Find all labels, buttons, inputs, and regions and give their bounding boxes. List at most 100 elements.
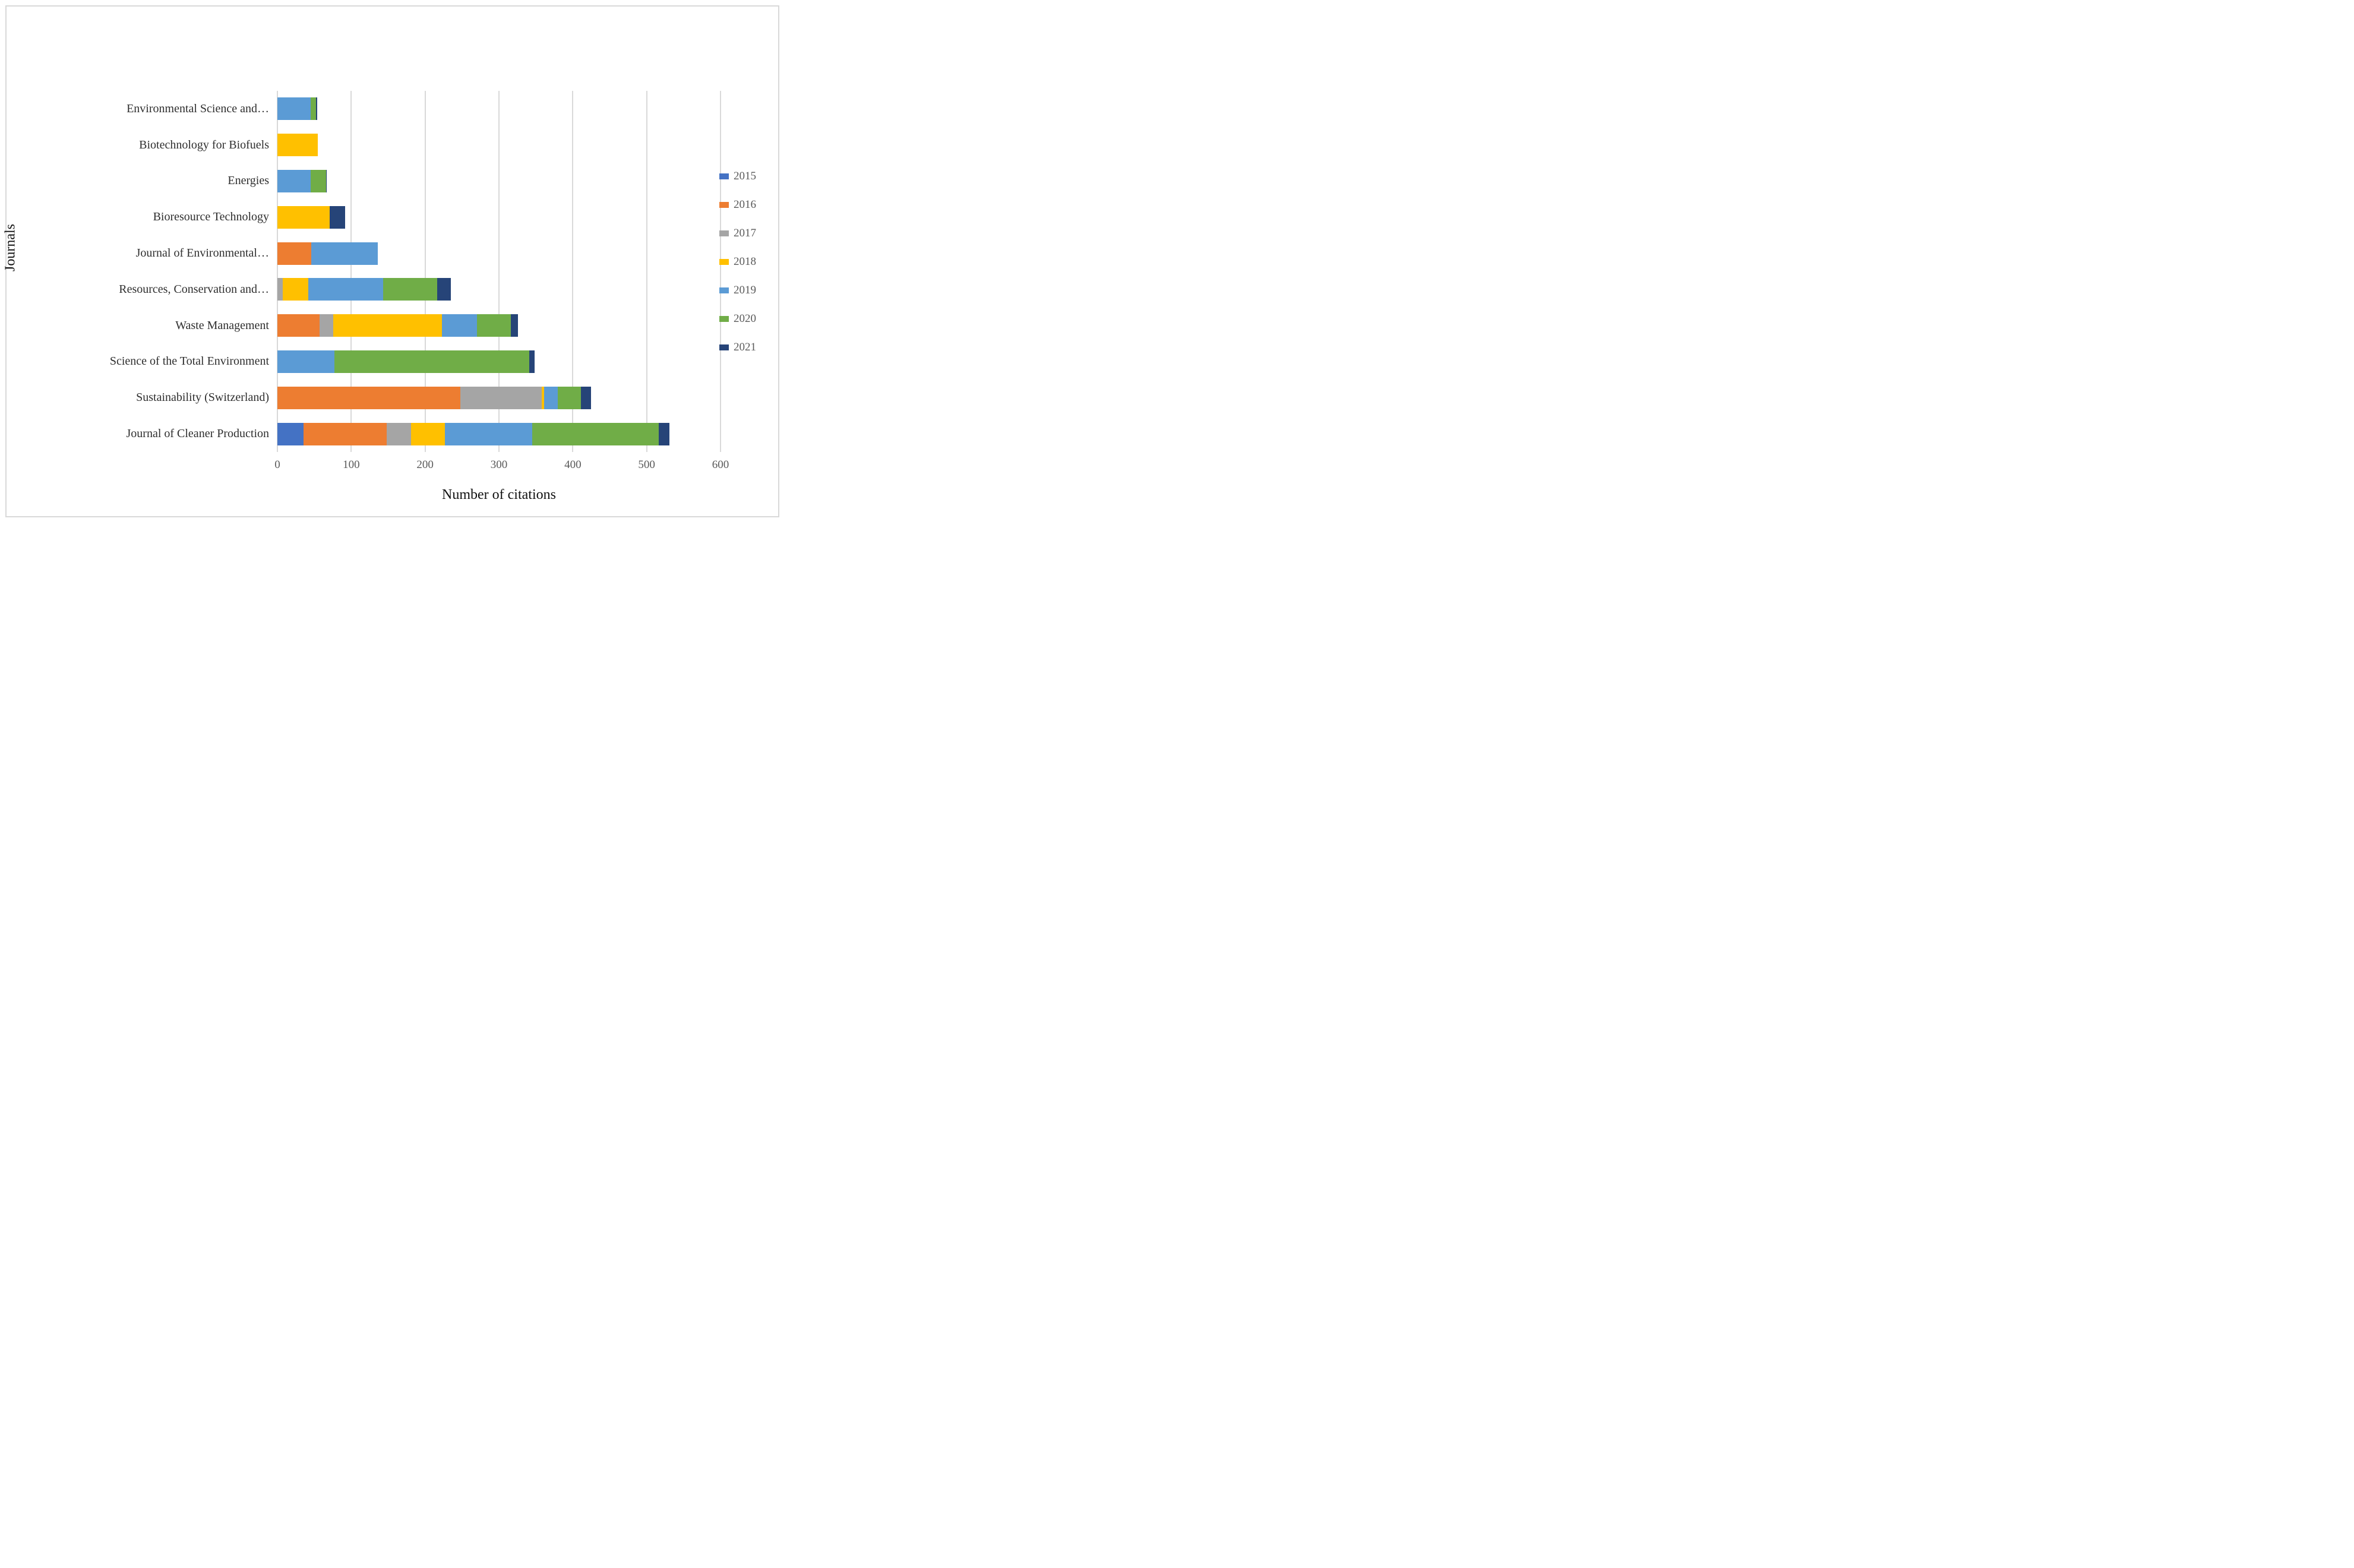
bar-segment-2016 (277, 242, 312, 265)
bar-segment-2021 (580, 386, 592, 409)
gridline-500 (646, 91, 647, 452)
category-label: Biotechnology for Biofuels (139, 138, 269, 151)
bar-segment-2017 (277, 278, 283, 301)
gridline-600 (720, 91, 721, 452)
bar-segment-2020 (310, 169, 327, 192)
y-axis-title: Journals (2, 224, 18, 271)
bar-segment-2021 (658, 422, 670, 445)
x-axis-title: Number of citations (442, 487, 556, 502)
stacked-bar (277, 422, 670, 445)
bar-rows (277, 91, 721, 452)
legend-label-2021: 2021 (734, 341, 756, 353)
legend-label-2015: 2015 (734, 170, 756, 182)
stacked-bar (277, 314, 519, 337)
bar-segment-2020 (310, 97, 316, 121)
legend-label-2020: 2020 (734, 312, 756, 325)
bar-row (277, 416, 721, 452)
legend-item-2015: 2015 (719, 162, 756, 191)
bar-segment-2020 (383, 278, 437, 301)
x-tick-200: 200 (416, 459, 434, 471)
bar-segment-2021 (330, 206, 346, 229)
bar-row (277, 235, 721, 271)
bar-segment-2017 (319, 314, 334, 337)
bar-segment-2019 (277, 350, 334, 373)
legend-swatch-2016 (719, 202, 729, 208)
legend-label-2019: 2019 (734, 284, 756, 296)
legend-item-2019: 2019 (719, 276, 756, 305)
bar-segment-2019 (445, 422, 532, 445)
stacked-bar (277, 278, 451, 301)
category-label: Environmental Science and… (127, 102, 269, 115)
bar-segment-2018 (282, 278, 309, 301)
plot-area (277, 91, 721, 452)
legend-item-2020: 2020 (719, 305, 756, 333)
bar-segment-2018 (411, 422, 445, 445)
bar-segment-2017 (387, 422, 412, 445)
legend-swatch-2020 (719, 316, 729, 322)
bar-segment-2019 (277, 97, 311, 121)
legend-swatch-2019 (719, 287, 729, 293)
legend-swatch-2021 (719, 344, 729, 350)
gridline-200 (424, 91, 426, 452)
category-label: Bioresource Technology (153, 210, 269, 224)
stacked-bar (277, 97, 318, 121)
x-tick-0: 0 (274, 459, 280, 471)
bar-segment-2015 (277, 422, 304, 445)
gridline-400 (572, 91, 574, 452)
legend: 2015 2016 2017 2018 2019 2020 2021 (719, 162, 756, 362)
x-tick-600: 600 (712, 459, 729, 471)
bar-segment-2017 (460, 386, 542, 409)
legend-item-2018: 2018 (719, 248, 756, 276)
category-label: Journal of Cleaner Production (126, 427, 270, 441)
stacked-bar (277, 242, 378, 265)
x-tick-100: 100 (343, 459, 360, 471)
legend-label-2018: 2018 (734, 255, 756, 268)
bar-segment-2019 (442, 314, 477, 337)
stacked-bar (277, 350, 535, 373)
bar-row (277, 199, 721, 235)
bar-segment-2020 (334, 350, 529, 373)
legend-label-2017: 2017 (734, 227, 756, 239)
bar-segment-2021 (510, 314, 519, 337)
bar-segment-2016 (303, 422, 387, 445)
x-tick-500: 500 (638, 459, 655, 471)
legend-swatch-2018 (719, 259, 729, 265)
bar-segment-2018 (277, 134, 318, 157)
legend-item-2021: 2021 (719, 333, 756, 362)
bar-segment-2019 (308, 278, 383, 301)
category-label: Journal of Environmental… (135, 246, 269, 260)
bar-segment-2018 (277, 206, 330, 229)
gridline-0 (277, 91, 278, 452)
bar-row (277, 163, 721, 200)
figure-canvas: Journals Environmental Science and… Biote… (0, 0, 785, 523)
bar-row (277, 271, 721, 308)
bar-segment-2019 (544, 386, 558, 409)
bar-segment-2021 (437, 278, 451, 301)
bar-row (277, 344, 721, 380)
bar-segment-2018 (333, 314, 443, 337)
stacked-bar (277, 386, 592, 409)
bar-segment-2020 (476, 314, 511, 337)
stacked-bar (277, 134, 318, 157)
stacked-bar (277, 206, 346, 229)
legend-swatch-2017 (719, 230, 729, 236)
bar-row (277, 380, 721, 416)
stacked-bar (277, 169, 327, 192)
gridline-100 (350, 91, 352, 452)
legend-item-2017: 2017 (719, 219, 756, 248)
bar-row (277, 91, 721, 127)
bar-segment-2019 (277, 169, 311, 192)
bar-segment-2019 (311, 242, 378, 265)
bar-segment-2020 (558, 386, 581, 409)
legend-label-2016: 2016 (734, 198, 756, 211)
bar-segment-2020 (532, 422, 659, 445)
category-axis-labels: Environmental Science and… Biotechnology … (18, 91, 273, 452)
bar-segment-2016 (277, 314, 320, 337)
x-axis-ticks: 0 100 200 300 400 500 600 (274, 459, 729, 475)
category-label: Waste Management (175, 318, 269, 332)
category-label: Energies (227, 174, 269, 188)
bar-row (277, 308, 721, 344)
gridline-300 (498, 91, 500, 452)
bar-segment-2018 (542, 386, 544, 409)
bar-segment-2021 (529, 350, 535, 373)
